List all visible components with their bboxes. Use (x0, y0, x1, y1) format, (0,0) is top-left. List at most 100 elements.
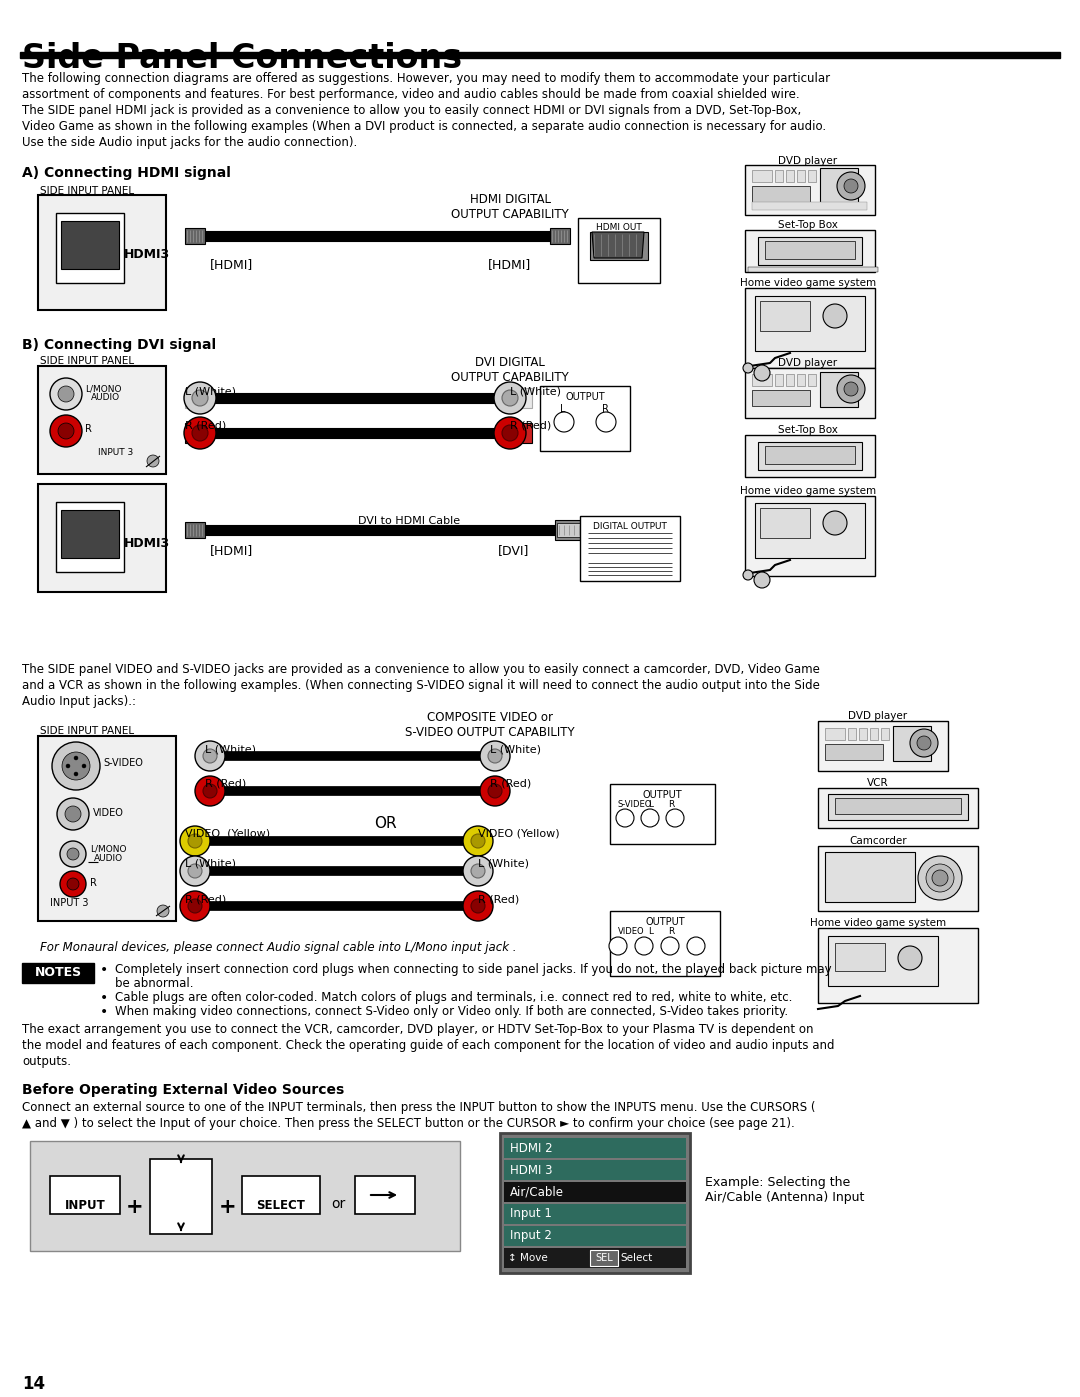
Text: Home video game system: Home video game system (740, 278, 876, 288)
Text: •: • (100, 1004, 108, 1018)
Text: or: or (330, 1197, 346, 1211)
Text: VIDEO: VIDEO (618, 928, 645, 936)
Circle shape (494, 416, 526, 448)
Bar (820, 372, 858, 407)
Text: Home video game system: Home video game system (740, 486, 876, 496)
Bar (60, 221, 119, 270)
Circle shape (147, 455, 159, 467)
Text: DIGITAL OUTPUT: DIGITAL OUTPUT (593, 522, 667, 531)
Circle shape (463, 891, 492, 921)
Text: •: • (100, 963, 108, 977)
Text: [HDMI]: [HDMI] (210, 258, 253, 271)
Text: Camcorder: Camcorder (849, 835, 907, 847)
Text: L (White): L (White) (185, 859, 237, 869)
Circle shape (837, 172, 865, 200)
Text: and a VCR as shown in the following examples. (When connecting S-VIDEO signal it: and a VCR as shown in the following exam… (22, 679, 820, 692)
Circle shape (480, 740, 510, 771)
Bar (38, 483, 166, 592)
Bar (56, 212, 124, 284)
Text: R: R (602, 404, 609, 414)
Text: VIDEO (Yellow): VIDEO (Yellow) (478, 828, 559, 840)
Circle shape (463, 826, 492, 856)
Text: VIDEO: VIDEO (93, 807, 124, 819)
Circle shape (917, 736, 931, 750)
Text: Home video game system: Home video game system (810, 918, 946, 928)
Bar (765, 446, 855, 464)
Circle shape (843, 381, 858, 395)
Circle shape (188, 900, 202, 914)
Text: B) Connecting DVI signal: B) Connecting DVI signal (22, 338, 216, 352)
Text: S-VIDEO: S-VIDEO (103, 759, 143, 768)
Text: L (White): L (White) (185, 386, 237, 395)
Bar (745, 165, 875, 215)
Circle shape (82, 764, 86, 768)
Text: L (White): L (White) (490, 745, 541, 754)
Bar (580, 515, 680, 581)
Bar (550, 228, 570, 244)
Circle shape (932, 870, 948, 886)
Text: L: L (648, 928, 653, 936)
Text: L (White): L (White) (478, 859, 529, 869)
Text: ▲ and ▼ ) to select the Input of your choice. Then press the SELECT button or th: ▲ and ▼ ) to select the Input of your ch… (22, 1118, 795, 1130)
Text: SIDE INPUT PANEL: SIDE INPUT PANEL (40, 356, 134, 366)
Circle shape (843, 179, 858, 193)
Bar (745, 367, 875, 418)
Circle shape (642, 809, 659, 827)
Text: HDMI 3: HDMI 3 (510, 1164, 553, 1176)
Text: Set-Top Box: Set-Top Box (778, 425, 838, 434)
Bar (828, 936, 939, 986)
Bar (504, 1182, 686, 1201)
Bar (745, 288, 875, 367)
Circle shape (75, 756, 78, 760)
Circle shape (471, 834, 485, 848)
Text: The following connection diagrams are offered as suggestions. However, you may n: The following connection diagrams are of… (22, 73, 831, 85)
Bar (500, 1133, 690, 1273)
Text: R (Red): R (Red) (490, 780, 531, 789)
Bar (760, 509, 810, 538)
Bar (745, 434, 875, 476)
Text: +: + (126, 1197, 144, 1217)
Bar (859, 728, 867, 740)
Text: SIDE INPUT PANEL: SIDE INPUT PANEL (40, 726, 134, 736)
Bar (755, 296, 865, 351)
Bar (870, 728, 878, 740)
Circle shape (463, 856, 492, 886)
Circle shape (203, 749, 217, 763)
Bar (185, 388, 207, 408)
Circle shape (184, 381, 216, 414)
Circle shape (823, 305, 847, 328)
Text: L/MONO: L/MONO (90, 844, 126, 854)
Text: Input 2: Input 2 (510, 1229, 552, 1242)
Circle shape (52, 742, 100, 789)
Text: DVD player: DVD player (779, 358, 838, 367)
Bar (786, 170, 794, 182)
Text: assortment of components and features. For best performance, video and audio cab: assortment of components and features. F… (22, 88, 799, 101)
Bar (504, 1204, 686, 1224)
Circle shape (50, 379, 82, 409)
Text: [DVI]: [DVI] (498, 543, 529, 557)
Circle shape (754, 571, 770, 588)
Circle shape (596, 412, 616, 432)
Text: DVD player: DVD player (779, 156, 838, 166)
Text: Select: Select (620, 1253, 652, 1263)
Bar (758, 441, 862, 469)
Bar (150, 1160, 212, 1234)
Text: Connect an external source to one of the INPUT terminals, then press the INPUT b: Connect an external source to one of the… (22, 1101, 815, 1113)
Bar (748, 267, 878, 272)
Circle shape (635, 937, 653, 956)
Text: [HDMI]: [HDMI] (210, 543, 253, 557)
Bar (818, 928, 978, 1003)
Text: R (Red): R (Red) (205, 780, 246, 789)
Text: INPUT: INPUT (65, 1199, 106, 1213)
Bar (752, 203, 867, 210)
Circle shape (471, 863, 485, 877)
Bar (504, 1248, 686, 1268)
Bar (797, 170, 805, 182)
Circle shape (666, 809, 684, 827)
Circle shape (192, 425, 208, 441)
Bar (775, 374, 783, 386)
Text: L (White): L (White) (510, 386, 561, 395)
Bar (21, 52, 1059, 59)
Bar (818, 721, 948, 771)
Text: [HDMI]: [HDMI] (488, 258, 531, 271)
